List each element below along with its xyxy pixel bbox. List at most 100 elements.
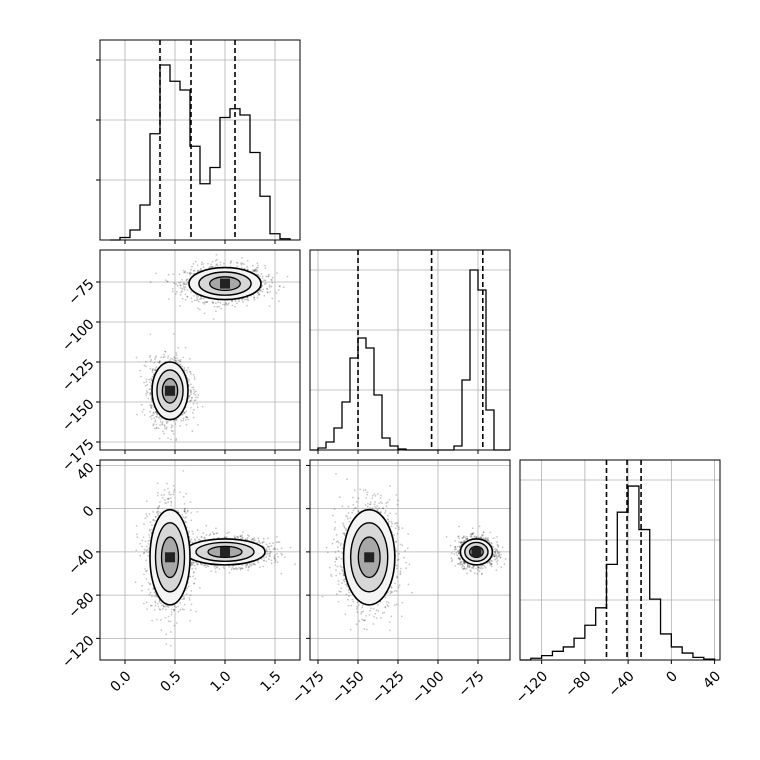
sample-point: [172, 484, 175, 487]
sample-point: [154, 519, 156, 522]
panel-background: [520, 460, 720, 660]
sample-point: [253, 296, 256, 298]
sample-point: [265, 549, 268, 551]
sample-point: [257, 291, 259, 294]
sample-point: [212, 302, 215, 304]
sample-point: [188, 272, 191, 275]
sample-point: [194, 577, 197, 580]
sample-point: [158, 360, 161, 363]
sample-point: [182, 470, 185, 472]
sample-point: [158, 437, 161, 440]
sample-point: [183, 411, 186, 414]
sample-point: [181, 290, 183, 292]
histogram-frame-p2: [519, 459, 721, 661]
sample-point: [197, 269, 199, 272]
sample-point: [193, 269, 196, 272]
sample-point: [202, 301, 204, 304]
sample-point: [190, 383, 192, 386]
sample-point: [142, 552, 145, 555]
sample-point: [199, 269, 202, 272]
sample-point: [189, 371, 192, 373]
sample-point: [216, 258, 218, 261]
sample-point: [289, 546, 292, 549]
sample-point: [162, 356, 165, 359]
sample-point: [226, 532, 229, 535]
sample-point: [156, 427, 158, 429]
sample-point: [136, 533, 138, 536]
sample-point: [184, 416, 187, 418]
sample-point: [253, 298, 256, 301]
sample-point: [195, 396, 197, 399]
sample-point: [217, 536, 220, 539]
sample-point: [192, 402, 195, 405]
sample-point: [250, 563, 252, 566]
sample-point: [155, 355, 158, 358]
sample-point: [231, 299, 233, 302]
sample-point: [241, 298, 243, 301]
sample-point: [174, 357, 177, 360]
sample-point: [175, 438, 178, 440]
sample-point: [213, 565, 216, 568]
sample-point: [269, 550, 272, 553]
sample-point: [175, 359, 177, 362]
sample-point: [208, 534, 211, 537]
sample-point: [164, 350, 167, 353]
sample-point: [171, 425, 174, 428]
sample-point: [237, 536, 240, 539]
sample-point: [141, 411, 144, 413]
sample-point: [205, 566, 207, 569]
sample-point: [213, 305, 216, 308]
sample-point: [251, 538, 254, 541]
sample-point: [253, 269, 255, 272]
sample-point: [173, 420, 175, 422]
sample-point: [149, 360, 152, 362]
sample-point: [235, 567, 238, 569]
sample-point: [196, 402, 199, 405]
sample-point: [257, 274, 260, 276]
sample-point: [259, 566, 261, 569]
sample-point: [265, 547, 268, 550]
sample-point: [191, 561, 193, 564]
sample-point: [163, 432, 165, 435]
sample-point: [253, 297, 255, 299]
sample-point: [151, 414, 154, 417]
sample-point: [223, 303, 226, 306]
sample-point: [254, 563, 256, 566]
sample-point: [159, 421, 162, 423]
sample-point: [192, 373, 195, 376]
sample-point: [194, 260, 197, 263]
sample-point: [152, 411, 155, 414]
sample-point: [151, 375, 154, 378]
sample-point: [252, 270, 254, 273]
sample-point: [268, 548, 271, 551]
sample-point: [150, 531, 153, 534]
sample-point: [194, 394, 197, 396]
sample-point: [267, 537, 269, 540]
sample-point: [143, 602, 145, 605]
sample-point: [186, 416, 188, 419]
sample-point: [193, 562, 195, 564]
sample-point: [270, 562, 273, 565]
sample-point: [160, 356, 163, 359]
sample-point: [165, 422, 168, 425]
sample-point: [211, 265, 214, 268]
sample-point: [254, 269, 256, 272]
sample-point: [150, 377, 153, 380]
sample-point: [206, 301, 208, 303]
histogram-frame-p1: [309, 249, 511, 451]
sample-point: [270, 545, 273, 547]
sample-point: [225, 304, 228, 306]
sample-point: [149, 381, 152, 384]
sample-point: [238, 300, 241, 303]
sample-point: [241, 536, 244, 539]
sample-point: [268, 552, 271, 555]
sample-point: [139, 369, 142, 372]
sample-point: [192, 263, 195, 265]
sample-point: [192, 388, 195, 391]
sample-point: [250, 564, 253, 567]
sample-point: [152, 412, 155, 415]
sample-point: [179, 284, 182, 287]
sample-point: [261, 280, 264, 283]
sample-point: [280, 572, 283, 575]
